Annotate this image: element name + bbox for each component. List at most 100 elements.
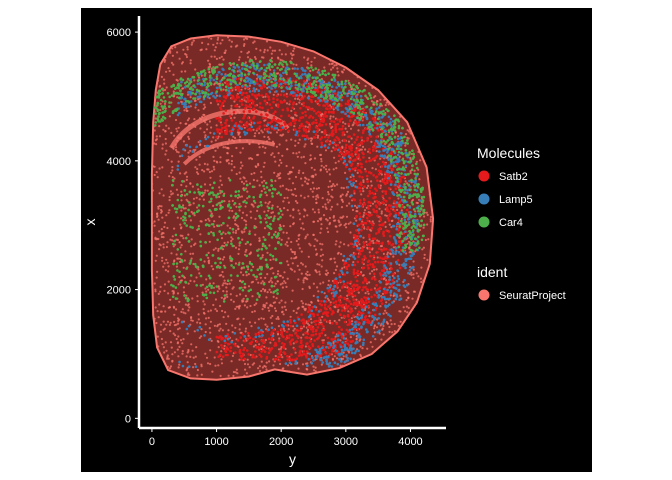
molecule-point: [289, 318, 292, 322]
tissue-point: [161, 143, 164, 146]
tissue-point: [319, 282, 322, 285]
tissue-point: [235, 223, 238, 227]
molecule-point: [369, 221, 373, 224]
tissue-point: [304, 276, 307, 279]
molecule-point: [260, 350, 263, 353]
tissue-point: [327, 283, 330, 287]
tissue-point: [217, 135, 220, 138]
tissue-point: [332, 342, 335, 345]
molecule-point: [312, 130, 316, 133]
molecule-point: [309, 108, 312, 111]
molecule-point: [354, 275, 358, 279]
molecule-point: [354, 252, 357, 256]
tissue-point: [167, 270, 170, 273]
tissue-point: [427, 238, 430, 241]
molecule-point: [242, 110, 246, 113]
tissue-point: [293, 270, 296, 273]
tissue-point: [266, 325, 269, 328]
tissue-point: [404, 144, 407, 147]
tissue-point: [270, 57, 273, 60]
molecule-point: [224, 336, 228, 340]
molecule-point: [382, 261, 385, 265]
molecule-point: [287, 114, 291, 117]
tissue-point: [227, 147, 230, 150]
molecule-point: [272, 69, 276, 72]
tissue-point: [246, 363, 250, 366]
molecule-point: [380, 296, 384, 299]
molecule-point: [390, 207, 393, 210]
tissue-point: [364, 292, 367, 295]
molecule-point: [362, 338, 366, 342]
tissue-point: [246, 37, 249, 40]
tissue-point: [230, 360, 233, 363]
molecule-point: [263, 350, 267, 354]
molecule-point: [265, 102, 268, 106]
tissue-point: [167, 292, 170, 295]
molecule-point: [320, 323, 324, 326]
tissue-point: [177, 322, 180, 325]
molecule-point: [311, 122, 314, 125]
molecule-point: [329, 107, 332, 110]
tissue-point: [170, 193, 173, 196]
tissue-point: [306, 214, 309, 217]
tissue-point: [380, 173, 383, 176]
tissue-point: [238, 323, 242, 326]
molecule-point: [298, 126, 301, 130]
tissue-point: [382, 278, 385, 281]
molecule-point: [350, 95, 354, 99]
molecule-point: [371, 302, 375, 306]
tissue-point: [188, 306, 191, 309]
molecule-point: [230, 131, 234, 135]
molecule-point: [370, 277, 374, 280]
molecule-point: [304, 110, 307, 114]
molecule-point: [382, 287, 386, 291]
molecule-point: [394, 215, 398, 219]
tissue-point: [397, 324, 400, 327]
molecule-point: [384, 176, 388, 180]
tissue-point: [341, 193, 344, 196]
tissue-point: [262, 303, 265, 306]
tissue-point: [345, 215, 349, 218]
molecule-point: [389, 152, 393, 155]
tissue-point: [158, 192, 161, 195]
tissue-point: [238, 328, 241, 331]
molecule-point: [180, 96, 183, 100]
molecule-point: [372, 308, 376, 312]
molecule-point: [329, 133, 332, 136]
molecule-point: [393, 292, 396, 295]
tissue-point: [193, 330, 196, 333]
molecule-point: [350, 322, 354, 326]
molecule-point: [279, 83, 282, 86]
molecule-point: [216, 130, 220, 134]
tissue-point: [293, 252, 296, 256]
molecule-point: [286, 358, 289, 361]
tissue-point: [251, 157, 254, 161]
molecule-point: [320, 331, 324, 335]
tissue-point: [213, 356, 216, 359]
molecule-point: [358, 204, 361, 208]
molecule-point: [312, 136, 316, 139]
molecule-point: [310, 324, 313, 328]
tissue-point: [390, 219, 393, 223]
tissue-point: [278, 301, 281, 304]
tissue-point: [262, 288, 265, 291]
tissue-point: [367, 150, 370, 153]
molecule-point: [381, 144, 385, 148]
tissue-point: [356, 93, 359, 96]
molecule-point: [390, 181, 393, 184]
tissue-point: [295, 194, 298, 197]
molecule-point: [311, 305, 314, 309]
molecule-point: [299, 329, 302, 332]
tissue-point: [306, 362, 309, 365]
tissue-point: [236, 318, 239, 321]
tissue-point: [328, 223, 331, 226]
tissue-point: [221, 329, 224, 332]
tissue-point: [191, 319, 194, 322]
tissue-point: [429, 218, 432, 221]
molecule-point: [372, 208, 375, 211]
molecule-point: [356, 135, 360, 139]
tissue-point: [322, 339, 325, 342]
molecule-point: [308, 336, 312, 340]
molecule-point: [291, 106, 294, 109]
molecule-point: [355, 283, 359, 287]
